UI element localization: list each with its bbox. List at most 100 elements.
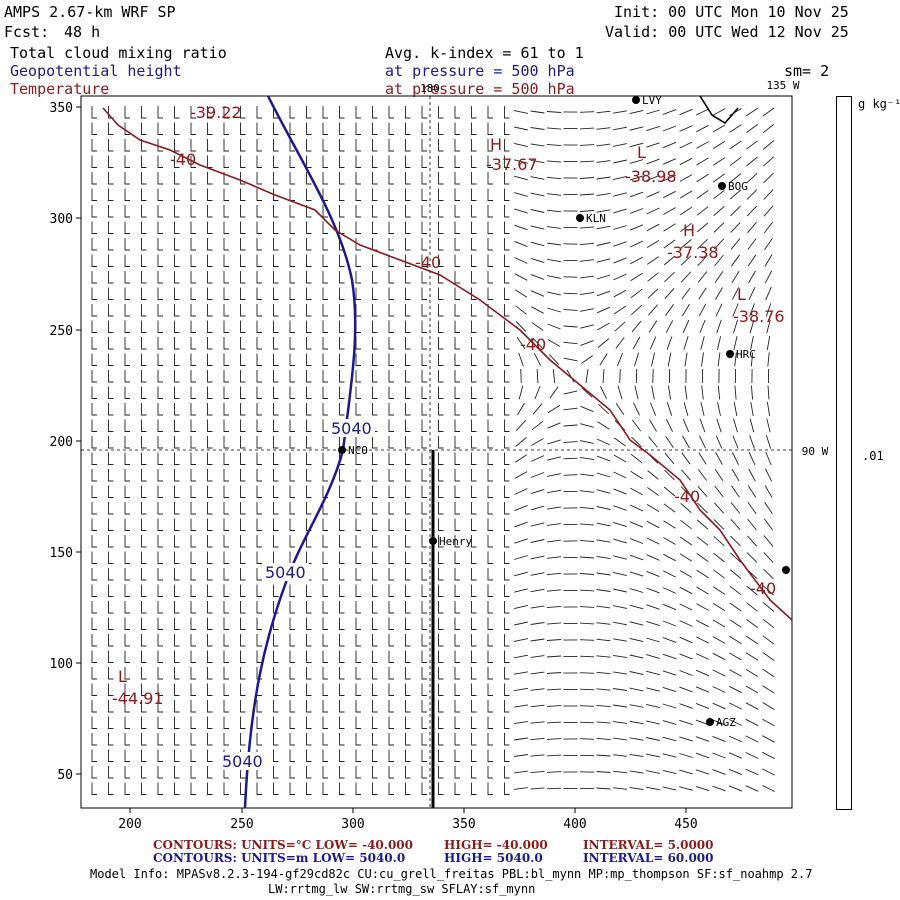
wind-barb (157, 370, 163, 383)
wind-barb (504, 287, 510, 300)
wind-barb (388, 518, 394, 531)
wind-barb (487, 535, 493, 548)
wind-barb (766, 336, 771, 350)
wind-barb (405, 782, 411, 795)
wind-barb (438, 122, 444, 135)
wind-barb (339, 617, 345, 630)
wind-barb (471, 700, 477, 713)
wind-barb (504, 733, 510, 746)
wind-barb (190, 535, 196, 548)
wind-barb (629, 687, 644, 692)
wind-barb (547, 456, 561, 461)
wind-barb (174, 683, 180, 696)
wind-barb (471, 106, 477, 119)
wind-barb (240, 485, 246, 498)
wind-barb (306, 601, 312, 614)
wind-barb (454, 551, 460, 564)
wind-barb (563, 424, 578, 427)
y-tick-label: 50 (57, 768, 73, 783)
wind-barb (471, 271, 477, 284)
wind-barb (157, 403, 163, 416)
wind-barb (438, 683, 444, 696)
wind-barb (471, 386, 477, 399)
wind-barb (646, 223, 660, 232)
wind-barb (190, 386, 196, 399)
wind-barb (141, 287, 147, 300)
wind-barb (421, 304, 427, 317)
wind-barb (487, 601, 493, 614)
wind-barb (273, 221, 279, 234)
wind-barb (190, 419, 196, 432)
wind-barb (355, 386, 361, 399)
wind-barb (157, 106, 163, 119)
wind-barb (454, 733, 460, 746)
wind-barb (454, 650, 460, 663)
wind-barb (141, 337, 147, 350)
wind-barb (124, 205, 130, 218)
wind-barb (471, 221, 477, 234)
wind-barb (339, 700, 345, 713)
wind-barb (322, 304, 328, 317)
wind-barb (124, 188, 130, 201)
wind-barb (339, 122, 345, 135)
wind-barb (421, 584, 427, 597)
wind-barb (256, 238, 262, 251)
wind-barb (629, 109, 644, 115)
wind-barb (454, 106, 460, 119)
wind-barb (530, 110, 545, 114)
wind-barb (190, 601, 196, 614)
wind-barb (207, 221, 213, 234)
wind-barb (547, 275, 561, 279)
wind-barb (487, 172, 493, 185)
wind-barb (339, 535, 345, 548)
wind-barb (124, 766, 130, 779)
wind-barb (223, 320, 229, 333)
wind-barb (405, 766, 411, 779)
wind-barb (141, 469, 147, 482)
wind-barb (630, 256, 643, 265)
wind-barb (124, 386, 130, 399)
wind-barb (289, 584, 295, 597)
wind-barb (108, 304, 114, 317)
wind-barb (405, 650, 411, 663)
wind-barb (289, 205, 295, 218)
wind-barb (747, 238, 757, 250)
wind-barb (580, 473, 594, 477)
wind-barb (273, 238, 279, 251)
wind-barb (662, 125, 677, 132)
wind-barb (454, 535, 460, 548)
wind-barb (405, 502, 411, 515)
wind-barb (712, 602, 726, 612)
wind-barb (91, 469, 97, 482)
wind-barb (596, 192, 611, 197)
wind-barb (596, 306, 611, 314)
wind-barb (530, 472, 545, 478)
wind-barb (273, 172, 279, 185)
wind-barb (405, 617, 411, 630)
wind-barb (405, 551, 411, 564)
wind-barb (514, 126, 528, 131)
wind-barb (372, 238, 378, 251)
wind-barb (438, 221, 444, 234)
wind-barb (712, 636, 726, 644)
wind-barb (696, 141, 709, 149)
wind-barb (546, 639, 562, 641)
wind-barb (679, 736, 693, 742)
wind-barb (306, 419, 312, 432)
wind-barb (141, 782, 147, 795)
wind-barb (438, 320, 444, 333)
wind-barb (629, 770, 644, 774)
wind-barb (487, 766, 493, 779)
wind-barb (596, 455, 611, 462)
wind-barb (256, 667, 262, 680)
wind-barb (579, 639, 595, 641)
wind-barb (289, 634, 295, 647)
wind-barb (438, 106, 444, 119)
wind-barb (530, 671, 545, 675)
wind-barb (646, 537, 660, 545)
wind-barb (207, 353, 213, 366)
wind-barb (471, 782, 477, 795)
wind-barb (157, 254, 163, 267)
wind-barb (273, 700, 279, 713)
wind-barb (256, 485, 262, 498)
